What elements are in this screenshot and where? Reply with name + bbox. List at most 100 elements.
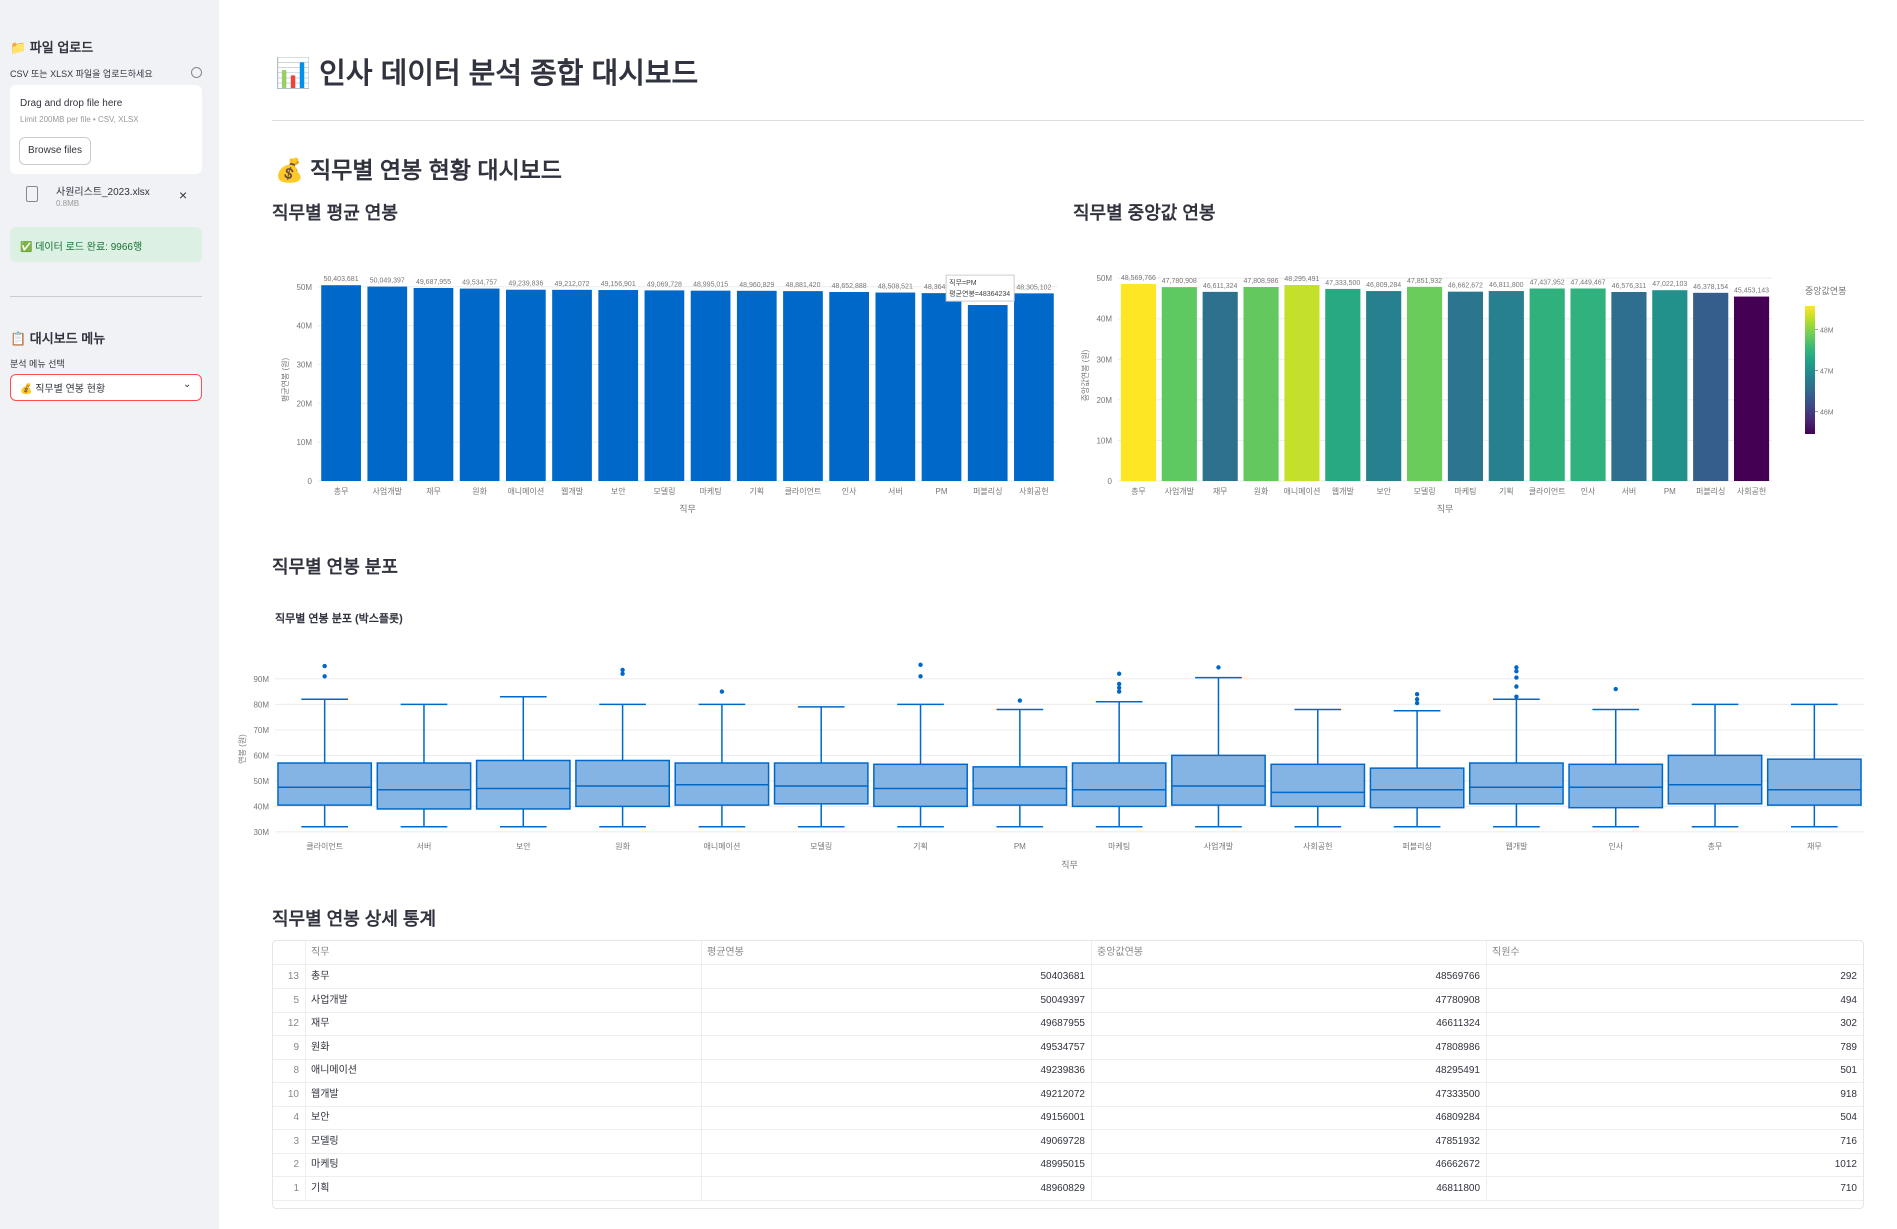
box — [773, 762, 869, 805]
x-tick-label: 퍼블리싱 — [973, 486, 1002, 496]
table-cell: 48295491 — [1091, 1059, 1487, 1083]
outlier — [1216, 665, 1221, 670]
bar — [1693, 292, 1729, 481]
outlier — [1514, 675, 1519, 680]
table-cell: 마케팅 — [305, 1153, 702, 1177]
data-label: 49,239,836 — [508, 281, 543, 288]
y-tick-label: 30M — [296, 360, 312, 369]
outlier — [1514, 684, 1519, 689]
data-label: 47,808,986 — [1244, 278, 1279, 285]
bar — [783, 291, 823, 481]
x-tick-label: 보안 — [611, 486, 626, 496]
bar — [1529, 288, 1565, 481]
data-label: 48,305,102 — [1016, 284, 1051, 291]
table-cell: 302 — [1486, 1012, 1863, 1036]
bar — [505, 289, 546, 481]
outlier — [322, 674, 327, 679]
x-tick-label: 마케팅 — [1108, 841, 1130, 851]
y-tick-label: 20M — [1096, 396, 1112, 405]
x-tick-label: 인사 — [1581, 486, 1596, 496]
x-tick-label: 모델링 — [1414, 486, 1436, 496]
menu-select[interactable] — [10, 374, 202, 401]
upload-label: CSV 또는 XLSX 파일을 업로드하세요 — [10, 69, 153, 79]
data-label: 47,022,103 — [1652, 281, 1687, 288]
x-tick-label: 마케팅 — [700, 486, 722, 496]
data-label: 46,809,284 — [1366, 282, 1401, 289]
table-cell: 보안 — [305, 1106, 702, 1130]
box — [277, 762, 373, 806]
x-tick-label: 총무 — [1131, 487, 1146, 496]
y-axis-title: 평균연봉 (원) — [280, 357, 290, 402]
table-cell: 494 — [1486, 989, 1863, 1013]
table-cell: 웹개발 — [305, 1082, 702, 1107]
tooltip — [945, 274, 1015, 302]
box — [1468, 762, 1564, 805]
bar — [1014, 293, 1054, 481]
outlier — [620, 671, 625, 676]
x-axis-title: 직무 — [1061, 860, 1078, 870]
x-tick-label: 퍼블리싱 — [1696, 486, 1725, 496]
x-tick-label: 웹개발 — [561, 486, 584, 496]
row-index: 1 — [273, 1176, 306, 1201]
box — [1766, 758, 1862, 806]
table-cell: 원화 — [305, 1035, 702, 1060]
data-label: 48,364,234 — [924, 284, 959, 291]
box — [1270, 763, 1366, 808]
data-label: 50,403,681 — [324, 276, 359, 283]
y-tick-label: 10M — [1096, 436, 1112, 445]
data-label: 47,851,932 — [1407, 278, 1442, 285]
x-tick-label: 보안 — [1376, 486, 1391, 496]
menu-selected: 💰 직무별 연봉 현황 — [20, 384, 106, 395]
x-tick-label: 마케팅 — [1454, 486, 1476, 496]
data-label: 46,662,672 — [1448, 283, 1483, 290]
rule — [272, 120, 1864, 121]
table-cell: 49069728 — [701, 1129, 1092, 1154]
table-cell: 710 — [1486, 1177, 1863, 1201]
outlier — [719, 689, 725, 694]
box — [1369, 767, 1465, 809]
x-tick-label: 서버 — [1622, 486, 1637, 496]
table-cell: 46811800 — [1091, 1176, 1487, 1201]
colorbar-title: 중앙값연봉 — [1805, 285, 1846, 296]
x-axis-title: 직무 — [1437, 504, 1454, 514]
chart-title: 직무별 연봉 분포 (박스플롯) — [275, 613, 403, 625]
header-cell: 직무 — [305, 941, 702, 965]
remove-file[interactable]: × — [179, 187, 188, 203]
x-tick-label: 웹개발 — [1332, 486, 1355, 496]
x-tick-label: 인사 — [1608, 841, 1623, 851]
data-label: 48,652,888 — [832, 283, 867, 290]
x-tick-label: PM — [1014, 842, 1026, 851]
x-tick-label: 인사 — [842, 486, 857, 496]
bar — [1243, 287, 1279, 481]
bar — [1488, 291, 1524, 481]
data-label: 48,881,420 — [785, 282, 820, 289]
bar — [321, 285, 361, 481]
bar — [1161, 287, 1197, 481]
data-table[interactable]: 직무 평균연봉 중앙값연봉 직원수 13 총무 50403681 48569766 292 5 사업… — [272, 940, 1864, 1209]
outlier — [1514, 694, 1519, 699]
x-tick-label: 기획 — [913, 841, 928, 851]
colorbar-tick-label: 48M — [1820, 327, 1834, 334]
bar — [413, 287, 454, 481]
bar — [1570, 288, 1606, 481]
bar — [1366, 291, 1402, 481]
data-label: 49,069,728 — [647, 281, 682, 288]
table-cell: 48960829 — [701, 1176, 1092, 1201]
drop-text: Drag and drop file here — [20, 98, 123, 109]
x-tick-label: 클라이언트 — [785, 486, 822, 496]
x-tick-label: 총무 — [1708, 842, 1723, 851]
outlier — [322, 663, 327, 669]
table-cell: 49534757 — [701, 1035, 1092, 1060]
x-tick-label: 원화 — [472, 487, 487, 496]
header-cell — [273, 941, 306, 965]
x-tick-label: 보안 — [516, 841, 531, 851]
data-label: 50,049,397 — [370, 278, 405, 285]
table-cell: 292 — [1486, 965, 1863, 989]
outlier — [918, 662, 923, 668]
x-tick-label: 웹개발 — [1505, 841, 1528, 851]
x-tick-label: 모델링 — [810, 841, 832, 851]
x-axis-title: 직무 — [679, 504, 696, 514]
browse-button[interactable]: Browse files — [19, 137, 91, 165]
bar — [1733, 296, 1770, 481]
help-icon[interactable] — [191, 67, 202, 78]
